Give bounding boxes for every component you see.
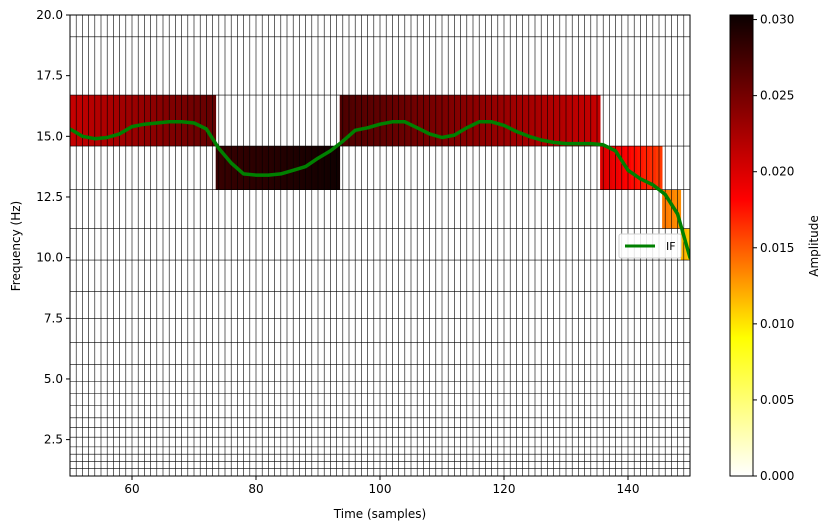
colorbar-tick-label: 0.020 [760,165,794,179]
heat-cell-band0 [132,95,139,147]
y-tick-label: 17.5 [36,69,63,83]
colorbar-tick-label: 0.015 [760,241,794,255]
colorbar-gradient [729,14,754,477]
heat-cell-band0 [212,95,217,147]
y-tick-label: 7.5 [44,311,63,325]
colorbar-tick-label: 0.025 [760,89,794,103]
heat-cell-band0 [144,95,151,147]
heat-cell-band5 [686,228,690,261]
x-tick-label: 60 [124,482,139,496]
plot-area [69,14,691,477]
heat-cell-band0 [113,95,120,147]
colorbar-tick-label: 0.010 [760,317,794,331]
heat-cell-band0 [200,95,207,147]
heat-cell-band0 [107,95,114,147]
y-tick-label: 20.0 [36,8,63,22]
heat-cell-band0 [82,95,89,147]
x-tick-label: 140 [617,482,640,496]
y-tick-label: 2.5 [44,433,63,447]
heat-cell-band0 [187,95,195,147]
x-axis-ticks: 60 80 100 120 140 [124,476,639,496]
colorbar-tick-label: 0.005 [760,393,794,407]
heat-cell-band0 [70,95,77,147]
grid-lines [70,15,690,476]
heat-cell-band0 [76,95,83,147]
y-axis-label: Frequency (Hz) [9,201,23,292]
series-line-if [70,120,690,260]
y-tick-label: 12.5 [36,190,63,204]
y-tick-label: 5.0 [44,372,63,386]
heat-cell-band0 [138,95,145,147]
heat-cell-band0 [94,95,102,147]
heat-cell-band0 [194,95,201,147]
colorbar-ticks: 0.000 0.005 0.010 0.015 0.020 0.025 0.030 [753,13,794,483]
heat-cell-band0 [119,95,127,147]
y-tick-label: 10.0 [36,251,63,265]
legend-label-if: IF [666,240,676,253]
heat-cell-band0 [150,95,158,147]
colorbar: 0.000 0.005 0.010 0.015 0.020 0.025 0.030 Ampl… [729,13,821,483]
x-tick-label: 120 [493,482,516,496]
colorbar-tick-label: 0.030 [760,13,794,27]
y-tick-label: 15.0 [36,129,63,143]
heat-cell-band0 [88,95,96,147]
if-line-layer [70,120,690,260]
x-tick-label: 80 [248,482,263,496]
colorbar-label: Amplitude [807,215,821,277]
heat-cell-band0 [156,95,164,147]
x-tick-label: 100 [369,482,392,496]
heat-cell-band0 [125,95,133,147]
heat-cell-band0 [101,95,108,147]
legend: IF [618,233,682,259]
x-axis-label: Time (samples) [333,507,426,521]
heat-cell-band0 [206,95,213,147]
colorbar-tick-label: 0.000 [760,469,794,483]
y-axis-ticks: 2.5 5.0 7.5 10.0 12.5 15.0 17.5 20.0 [36,8,70,447]
